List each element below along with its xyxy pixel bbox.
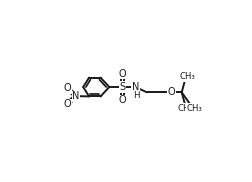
Text: S: S <box>119 82 125 92</box>
Text: H: H <box>133 91 139 100</box>
Text: O: O <box>119 95 126 105</box>
Text: O: O <box>119 69 126 79</box>
Text: CH₃: CH₃ <box>180 72 196 81</box>
Text: CH₃: CH₃ <box>177 104 193 112</box>
Text: CH₃: CH₃ <box>187 104 203 112</box>
Text: O: O <box>167 87 175 97</box>
Text: N: N <box>72 91 80 101</box>
Text: O: O <box>64 83 71 93</box>
Text: O: O <box>64 99 71 109</box>
Text: N: N <box>132 82 139 92</box>
